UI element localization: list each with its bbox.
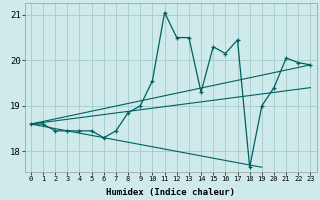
- X-axis label: Humidex (Indice chaleur): Humidex (Indice chaleur): [106, 188, 235, 197]
